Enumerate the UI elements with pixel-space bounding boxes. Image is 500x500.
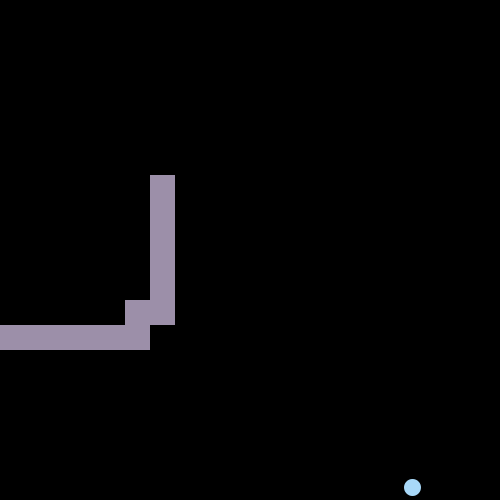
snake-segment — [100, 325, 125, 350]
snake-segment — [25, 325, 50, 350]
snake-segment — [75, 325, 100, 350]
snake-segment — [125, 325, 150, 350]
snake-segment — [50, 325, 75, 350]
snake-head — [150, 175, 175, 200]
snake-segment — [150, 225, 175, 250]
food-pellet — [404, 479, 421, 496]
snake-segment — [150, 275, 175, 300]
snake-segment — [0, 325, 25, 350]
snake-segment — [125, 300, 150, 325]
snake-segment — [150, 300, 175, 325]
snake-segment — [150, 250, 175, 275]
snake-segment — [150, 200, 175, 225]
